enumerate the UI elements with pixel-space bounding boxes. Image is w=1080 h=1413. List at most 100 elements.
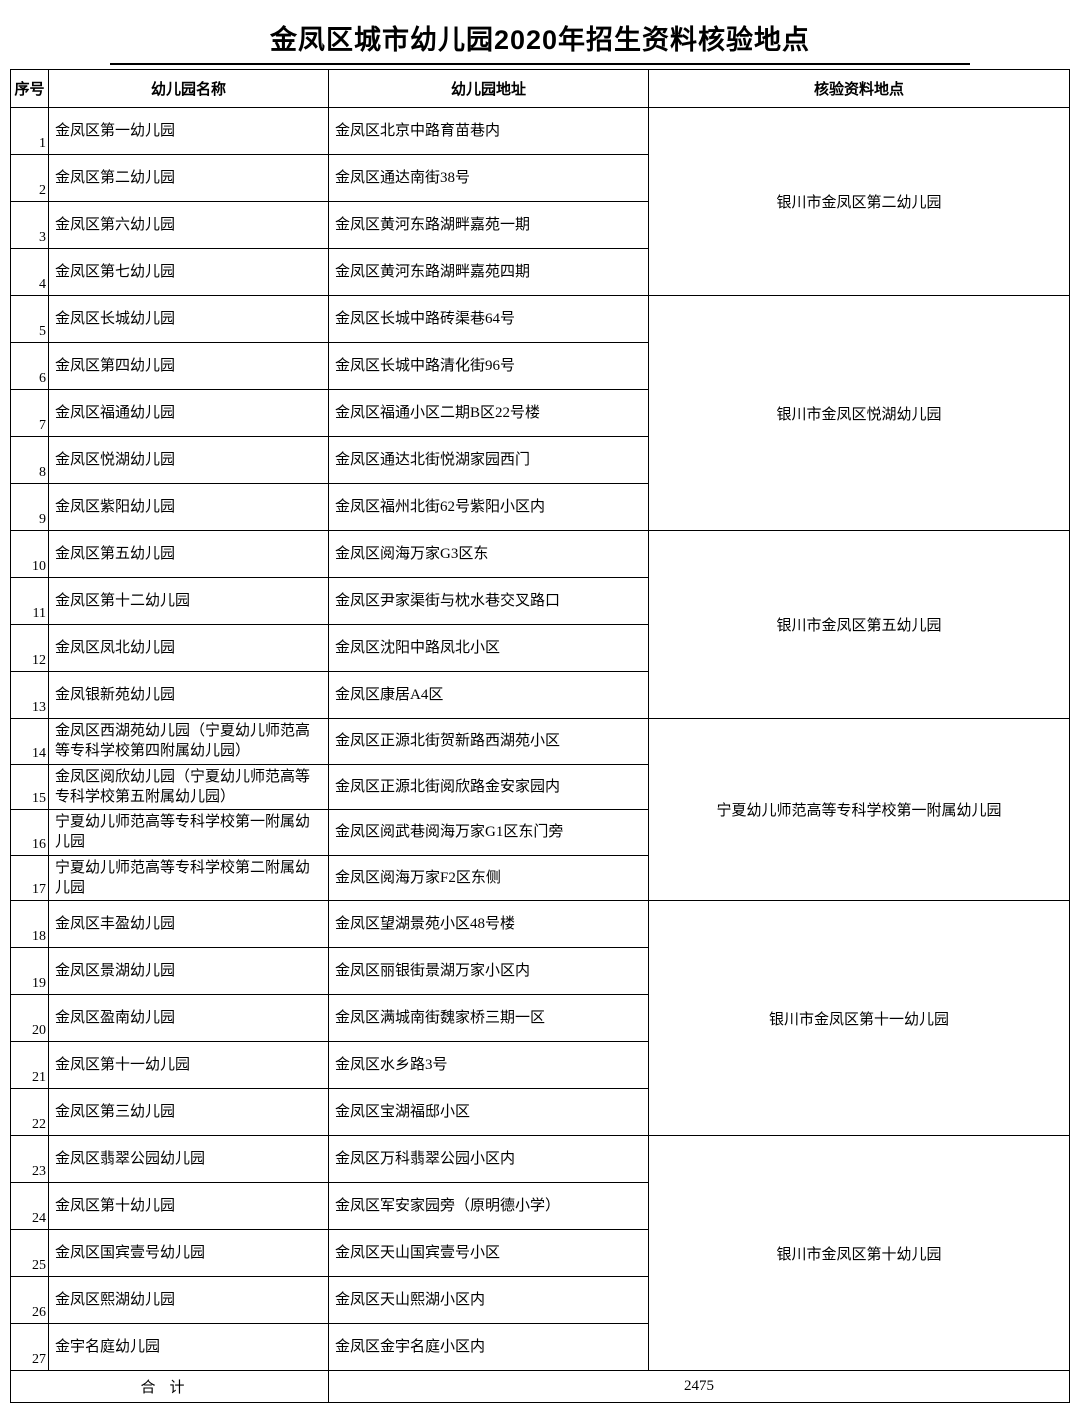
cell-addr: 金凤区福州北街62号紫阳小区内 [329,484,649,531]
cell-addr: 金凤区尹家渠街与枕水巷交叉路口 [329,578,649,625]
cell-seq: 25 [11,1230,49,1277]
cell-name: 金凤区第十幼儿园 [49,1183,329,1230]
cell-name: 金凤银新苑幼儿园 [49,672,329,719]
cell-name: 金凤区国宾壹号幼儿园 [49,1230,329,1277]
cell-seq: 1 [11,108,49,155]
col-header-name: 幼儿园名称 [49,70,329,108]
cell-seq: 11 [11,578,49,625]
cell-seq: 12 [11,625,49,672]
cell-name: 金凤区第一幼儿园 [49,108,329,155]
cell-name: 金凤区翡翠公园幼儿园 [49,1136,329,1183]
cell-addr: 金凤区沈阳中路凤北小区 [329,625,649,672]
cell-name: 金凤区阅欣幼儿园（宁夏幼儿师范高等专科学校第五附属幼儿园） [49,764,329,810]
cell-addr: 金凤区军安家园旁（原明德小学） [329,1183,649,1230]
cell-loc: 宁夏幼儿师范高等专科学校第一附属幼儿园 [649,719,1070,901]
col-header-loc: 核验资料地点 [649,70,1070,108]
cell-addr: 金凤区阅海万家F2区东侧 [329,855,649,901]
cell-name: 金凤区长城幼儿园 [49,296,329,343]
cell-seq: 8 [11,437,49,484]
title-underline [110,63,970,65]
cell-name: 金凤区第十一幼儿园 [49,1042,329,1089]
cell-seq: 9 [11,484,49,531]
cell-name: 金凤区丰盈幼儿园 [49,901,329,948]
cell-name: 宁夏幼儿师范高等专科学校第二附属幼儿园 [49,855,329,901]
cell-addr: 金凤区黄河东路湖畔嘉苑一期 [329,202,649,249]
cell-addr: 金凤区通达南街38号 [329,155,649,202]
cell-addr: 金凤区万科翡翠公园小区内 [329,1136,649,1183]
cell-seq: 16 [11,810,49,856]
col-header-addr: 幼儿园地址 [329,70,649,108]
cell-addr: 金凤区正源北街贺新路西湖苑小区 [329,719,649,765]
cell-name: 宁夏幼儿师范高等专科学校第一附属幼儿园 [49,810,329,856]
table-row: 14金凤区西湖苑幼儿园（宁夏幼儿师范高等专科学校第四附属幼儿园）金凤区正源北街贺… [11,719,1070,765]
cell-seq: 3 [11,202,49,249]
cell-seq: 26 [11,1277,49,1324]
cell-addr: 金凤区黄河东路湖畔嘉苑四期 [329,249,649,296]
cell-name: 金凤区第七幼儿园 [49,249,329,296]
cell-seq: 6 [11,343,49,390]
cell-name: 金凤区第三幼儿园 [49,1089,329,1136]
cell-addr: 金凤区丽银街景湖万家小区内 [329,948,649,995]
page-title: 金凤区城市幼儿园2020年招生资料核验地点 [10,10,1070,63]
cell-addr: 金凤区望湖景苑小区48号楼 [329,901,649,948]
cell-loc: 银川市金凤区第十一幼儿园 [649,901,1070,1136]
cell-name: 金凤区熙湖幼儿园 [49,1277,329,1324]
cell-addr: 金凤区天山熙湖小区内 [329,1277,649,1324]
col-header-seq: 序号 [11,70,49,108]
cell-seq: 13 [11,672,49,719]
cell-addr: 金凤区康居A4区 [329,672,649,719]
cell-seq: 4 [11,249,49,296]
table-row: 10金凤区第五幼儿园金凤区阅海万家G3区东银川市金凤区第五幼儿园 [11,531,1070,578]
table-row: 18金凤区丰盈幼儿园金凤区望湖景苑小区48号楼银川市金凤区第十一幼儿园 [11,901,1070,948]
table-row: 23金凤区翡翠公园幼儿园金凤区万科翡翠公园小区内银川市金凤区第十幼儿园 [11,1136,1070,1183]
cell-name: 金凤区第五幼儿园 [49,531,329,578]
table-row: 5金凤区长城幼儿园金凤区长城中路砖渠巷64号银川市金凤区悦湖幼儿园 [11,296,1070,343]
cell-name: 金宇名庭幼儿园 [49,1324,329,1371]
cell-name: 金凤区凤北幼儿园 [49,625,329,672]
cell-seq: 2 [11,155,49,202]
cell-name: 金凤区第十二幼儿园 [49,578,329,625]
cell-addr: 金凤区金宇名庭小区内 [329,1324,649,1371]
cell-addr: 金凤区天山国宾壹号小区 [329,1230,649,1277]
table-row: 1金凤区第一幼儿园金凤区北京中路育苗巷内银川市金凤区第二幼儿园 [11,108,1070,155]
cell-name: 金凤区悦湖幼儿园 [49,437,329,484]
cell-seq: 7 [11,390,49,437]
cell-seq: 23 [11,1136,49,1183]
table-body: 1金凤区第一幼儿园金凤区北京中路育苗巷内银川市金凤区第二幼儿园2金凤区第二幼儿园… [11,108,1070,1371]
cell-addr: 金凤区阅海万家G3区东 [329,531,649,578]
cell-loc: 银川市金凤区第二幼儿园 [649,108,1070,296]
cell-loc: 银川市金凤区第五幼儿园 [649,531,1070,719]
cell-name: 金凤区盈南幼儿园 [49,995,329,1042]
cell-seq: 5 [11,296,49,343]
table-header-row: 序号 幼儿园名称 幼儿园地址 核验资料地点 [11,70,1070,108]
cell-loc: 银川市金凤区悦湖幼儿园 [649,296,1070,531]
cell-seq: 20 [11,995,49,1042]
cell-addr: 金凤区长城中路砖渠巷64号 [329,296,649,343]
cell-seq: 14 [11,719,49,765]
cell-addr: 金凤区阅武巷阅海万家G1区东门旁 [329,810,649,856]
cell-loc: 银川市金凤区第十幼儿园 [649,1136,1070,1371]
cell-seq: 27 [11,1324,49,1371]
cell-addr: 金凤区宝湖福邸小区 [329,1089,649,1136]
cell-name: 金凤区第二幼儿园 [49,155,329,202]
cell-seq: 24 [11,1183,49,1230]
footer-label: 合计 [11,1371,329,1403]
cell-name: 金凤区第六幼儿园 [49,202,329,249]
cell-name: 金凤区西湖苑幼儿园（宁夏幼儿师范高等专科学校第四附属幼儿园） [49,719,329,765]
cell-addr: 金凤区通达北街悦湖家园西门 [329,437,649,484]
cell-name: 金凤区第四幼儿园 [49,343,329,390]
cell-name: 金凤区福通幼儿园 [49,390,329,437]
cell-seq: 22 [11,1089,49,1136]
cell-addr: 金凤区长城中路清化街96号 [329,343,649,390]
cell-addr: 金凤区满城南街魏家桥三期一区 [329,995,649,1042]
cell-seq: 18 [11,901,49,948]
cell-seq: 17 [11,855,49,901]
cell-addr: 金凤区福通小区二期B区22号楼 [329,390,649,437]
cell-name: 金凤区景湖幼儿园 [49,948,329,995]
footer-value: 2475 [329,1371,1070,1403]
cell-seq: 15 [11,764,49,810]
cell-addr: 金凤区水乡路3号 [329,1042,649,1089]
cell-addr: 金凤区北京中路育苗巷内 [329,108,649,155]
cell-seq: 21 [11,1042,49,1089]
cell-seq: 10 [11,531,49,578]
